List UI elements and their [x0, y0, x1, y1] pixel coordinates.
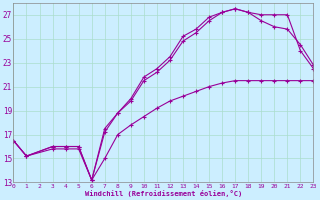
- X-axis label: Windchill (Refroidissement éolien,°C): Windchill (Refroidissement éolien,°C): [85, 190, 242, 197]
